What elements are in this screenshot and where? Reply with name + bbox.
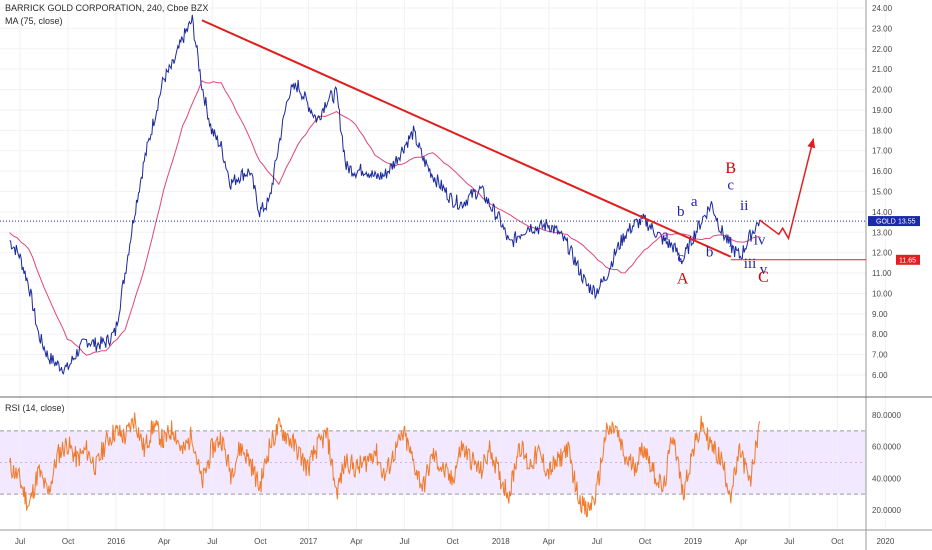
- price-tick-label: 22.00: [872, 45, 893, 54]
- rsi-line: [9, 412, 761, 518]
- price-tick-label: 10.00: [872, 289, 893, 298]
- time-tick-label: 2017: [300, 537, 318, 546]
- projection-arrow: [759, 138, 815, 241]
- price-tick-label: 15.00: [872, 188, 893, 197]
- ma-indicator-label: MA (75, close): [5, 16, 63, 26]
- wave-label: iv: [754, 233, 766, 249]
- chart-title: BARRICK GOLD CORPORATION, 240, Cboe BZX: [5, 3, 208, 13]
- price-tick-label: 11.00: [872, 269, 892, 278]
- wave-label: c: [677, 250, 684, 266]
- price-line: [9, 14, 761, 375]
- support-price-value: 11.65: [899, 257, 916, 264]
- time-tick-label: Apr: [543, 537, 556, 546]
- support-price-tag: 11.65: [896, 254, 920, 265]
- wave-label: B: [725, 160, 736, 177]
- time-tick-label: Jul: [15, 537, 25, 546]
- wave-label: b: [677, 204, 685, 220]
- projection-arrowhead: [807, 138, 816, 149]
- price-tick-label: 8.00: [872, 330, 888, 339]
- wave-label: ii: [740, 198, 748, 214]
- time-tick-label: Jul: [207, 537, 217, 546]
- price-tick-label: 21.00: [872, 65, 893, 74]
- wave-label: v: [760, 262, 768, 278]
- price-tick-label: 12.00: [872, 249, 893, 258]
- wave-label: b: [706, 245, 714, 261]
- price-tick-label: 9.00: [872, 310, 888, 319]
- wave-label: A: [677, 270, 689, 287]
- wave-label: C: [758, 269, 769, 286]
- time-tick-label: Oct: [446, 537, 459, 546]
- price-tick-label: 19.00: [872, 106, 893, 115]
- time-tick-label: Apr: [158, 537, 171, 546]
- time-tick-label: Oct: [254, 537, 267, 546]
- price-tick-label: 20.00: [872, 86, 893, 95]
- price-tick-label: 7.00: [872, 351, 888, 360]
- rsi-tick-label: 80.0000: [872, 411, 901, 420]
- current-price-tag: GOLD 13.55: [868, 216, 920, 227]
- time-tick-label: Oct: [831, 537, 844, 546]
- price-tick-label: 14.00: [872, 208, 893, 217]
- time-tick-label: Jul: [784, 537, 794, 546]
- time-tick-label: 2016: [107, 537, 125, 546]
- time-tick-label: 2018: [492, 537, 510, 546]
- price-tick-label: 6.00: [872, 371, 888, 380]
- rsi-indicator-label: RSI (14, close): [5, 403, 65, 413]
- wave-label: c: [727, 177, 734, 193]
- ma-line: [9, 80, 760, 356]
- current-price-value: 13.55: [898, 219, 916, 226]
- price-tick-label: 18.00: [872, 126, 893, 135]
- price-tick-label: 24.00: [872, 4, 893, 13]
- time-tick-label: Oct: [62, 537, 75, 546]
- time-tick-label: Apr: [350, 537, 363, 546]
- wave-label: i: [729, 235, 733, 251]
- wave-label: a: [662, 227, 669, 243]
- current-price-symbol: GOLD: [876, 219, 896, 226]
- rsi-tick-label: 60.0000: [872, 443, 901, 452]
- wave-label: iii: [744, 256, 757, 272]
- price-tick-label: 17.00: [872, 147, 893, 156]
- rsi-tick-label: 20.0000: [872, 506, 901, 515]
- time-tick-label: Oct: [639, 537, 652, 546]
- price-tick-label: 16.00: [872, 167, 893, 176]
- wave-label: a: [691, 194, 698, 210]
- rsi-tick-label: 40.0000: [872, 474, 901, 483]
- price-tick-label: 13.00: [872, 228, 893, 237]
- time-tick-label: 2019: [684, 537, 702, 546]
- time-tick-label: Jul: [592, 537, 602, 546]
- axis-labels: 6.00 7.00 8.00 9.00 10.00 11.00 12.00 13.00 14.0…: [15, 4, 902, 546]
- trendline: [201, 19, 732, 258]
- time-tick-label: 2020: [876, 537, 894, 546]
- price-tick-label: 23.00: [872, 24, 893, 33]
- time-tick-label: Jul: [399, 537, 409, 546]
- time-tick-label: Apr: [735, 537, 748, 546]
- rsi-guides: [0, 430, 866, 495]
